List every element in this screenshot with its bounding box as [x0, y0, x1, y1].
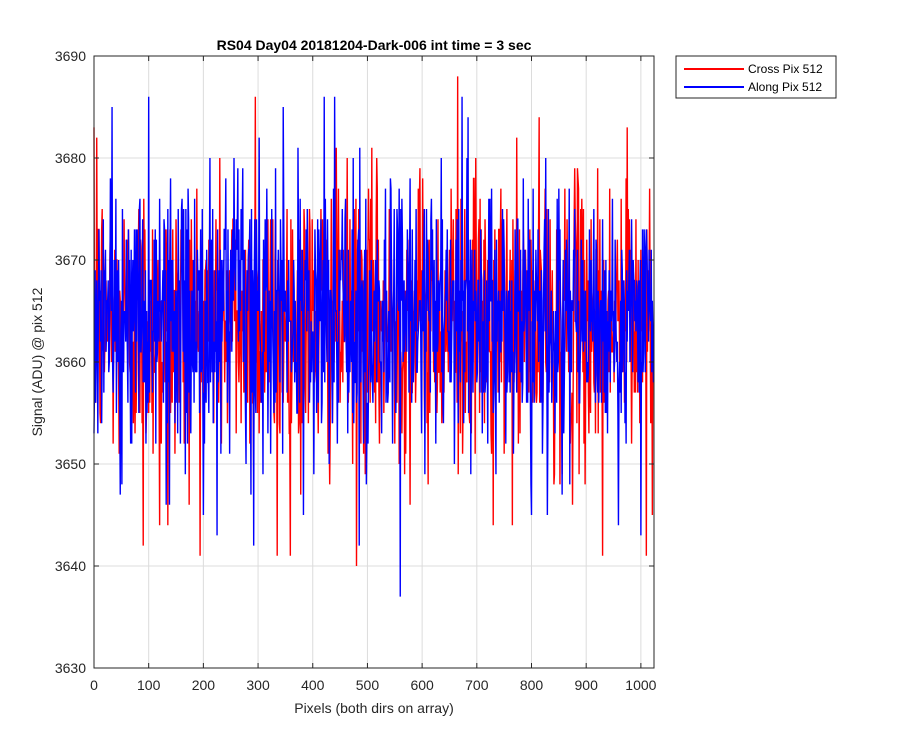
legend-label-cross: Cross Pix 512	[748, 62, 823, 76]
plot-series-group	[93, 76, 655, 597]
x-tick-label: 700	[465, 677, 489, 693]
legend-box	[675, 55, 837, 99]
x-tick-label: 300	[246, 677, 270, 693]
y-tick-label: 3650	[55, 456, 86, 472]
x-tick-label: 0	[90, 677, 98, 693]
x-tick-label: 600	[410, 677, 434, 693]
x-tick-label: 900	[575, 677, 599, 693]
y-tick-label: 3660	[55, 354, 86, 370]
y-axis-label: Signal (ADU) @ pix 512	[29, 287, 45, 436]
x-axis-label: Pixels (both dirs on array)	[294, 700, 454, 716]
y-tick-label: 3640	[55, 558, 86, 574]
legend-label-along: Along Pix 512	[748, 80, 822, 94]
tick-group: 0 100 200 300 400 500 600 700 800 900 1000 3630 3640…	[55, 48, 657, 693]
x-tick-label: 400	[301, 677, 325, 693]
legend: Cross Pix 512 Along Pix 512	[675, 55, 837, 99]
x-tick-label: 200	[192, 677, 216, 693]
chart-title: RS04 Day04 20181204-Dark-006 int time = …	[217, 37, 532, 53]
x-tick-label: 100	[137, 677, 161, 693]
y-tick-label: 3680	[55, 150, 86, 166]
series-line-along-pix-512	[93, 96, 655, 597]
x-tick-label: 800	[520, 677, 544, 693]
x-tick-label: 1000	[625, 677, 656, 693]
y-tick-label: 3630	[55, 660, 86, 676]
y-tick-label: 3690	[55, 48, 86, 64]
y-tick-label: 3670	[55, 252, 86, 268]
x-tick-label: 500	[356, 677, 380, 693]
